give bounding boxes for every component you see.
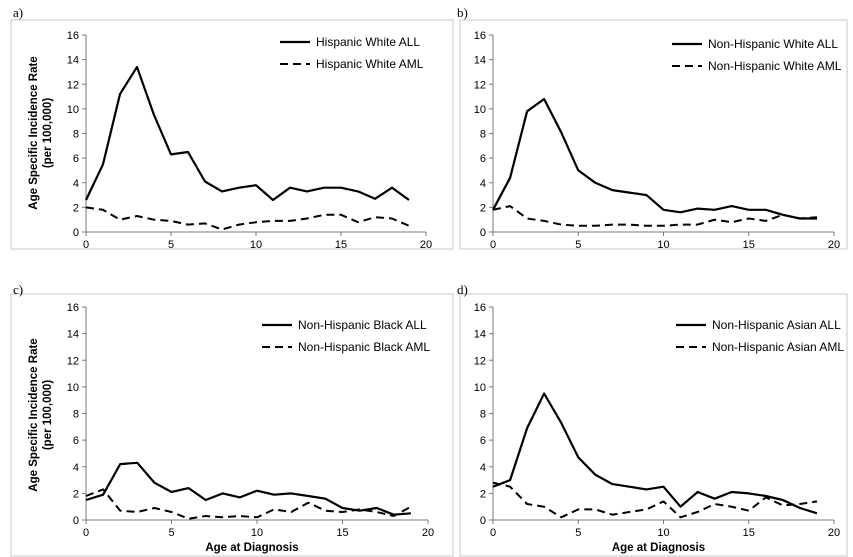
- x-tick-label: 10: [657, 239, 669, 251]
- legend-label: Non-Hispanic Asian AML: [712, 340, 844, 354]
- x-tick-label: 5: [168, 527, 174, 539]
- y-tick-label: 4: [73, 462, 79, 474]
- panel-a: a) 0 2 4 6 8 10 12 14 16 0 5 10 15 20 Age Specific Inci…: [13, 5, 432, 251]
- y-axis-label-unit: (per 100,000): [42, 380, 54, 450]
- y-tick-label: 16: [67, 302, 79, 314]
- y-tick-label: 2: [73, 488, 79, 500]
- y-tick-label: 16: [474, 302, 486, 314]
- panel-label: c): [13, 282, 23, 297]
- x-tick-label: 15: [743, 239, 755, 251]
- y-tick-label: 6: [73, 153, 79, 165]
- panel-label: b): [457, 5, 468, 20]
- y-tick-label: 16: [67, 30, 79, 42]
- x-tick-label: 10: [250, 239, 262, 251]
- y-tick-label: 8: [73, 409, 79, 421]
- y-tick-label: 12: [474, 355, 486, 367]
- y-tick-label: 0: [480, 227, 486, 239]
- y-tick-label: 0: [480, 515, 486, 527]
- series-line-all: [85, 65, 410, 202]
- x-tick-label: 10: [657, 527, 669, 539]
- x-tick-label: 15: [743, 527, 755, 539]
- legend-label: Hispanic White ALL: [316, 35, 420, 49]
- panel-label: a): [13, 5, 23, 20]
- x-tick-label: 20: [420, 239, 432, 251]
- y-axis-label-unit: (per 100,000): [42, 98, 54, 168]
- x-tick-label: 5: [575, 527, 581, 539]
- y-tick-label: 14: [474, 329, 486, 341]
- y-tick-label: 10: [474, 104, 486, 116]
- series-line-all: [85, 461, 411, 516]
- series-line-aml: [492, 481, 818, 519]
- x-tick-label: 20: [422, 527, 434, 539]
- legend-label: Non-Hispanic Asian ALL: [712, 318, 841, 332]
- legend-label: Non-Hispanic White ALL: [708, 37, 838, 51]
- series-line-aml: [85, 206, 410, 231]
- y-tick-label: 4: [480, 462, 486, 474]
- x-tick-label: 15: [336, 527, 348, 539]
- panel-c: c) 0 2 4 6 8 10 12 14 16 0 5 10 15 20 Age Specific Inci…: [13, 282, 434, 554]
- y-tick-label: 2: [73, 202, 79, 214]
- y-tick-label: 16: [474, 30, 486, 42]
- panel-c-frame: [10, 293, 454, 557]
- x-axis-label: Age at Diagnosis: [205, 542, 298, 554]
- y-tick-label: 8: [73, 129, 79, 141]
- y-tick-label: 6: [480, 153, 486, 165]
- x-tick-label: 20: [828, 527, 840, 539]
- y-tick-label: 0: [73, 515, 79, 527]
- y-tick-label: 10: [67, 104, 79, 116]
- x-tick-label: 5: [575, 239, 581, 251]
- y-tick-label: 2: [480, 488, 486, 500]
- legend-label: Non-Hispanic White AML: [708, 59, 842, 73]
- y-axis-label: Age Specific Incidence Rate: [28, 56, 40, 209]
- x-axis-label: Age at Diagnosis: [612, 542, 705, 554]
- y-tick-label: 8: [480, 409, 486, 421]
- legend-label: Non-Hispanic Black ALL: [298, 318, 427, 332]
- panel-d: d) 0 2 4 6 8 10 12 14 16 0 5 10 15 20 Age at Diagnosis N…: [457, 282, 844, 554]
- y-tick-label: 4: [480, 178, 486, 190]
- y-tick-label: 6: [73, 435, 79, 447]
- panel-label: d): [457, 282, 468, 297]
- panel-a-frame: [10, 19, 454, 250]
- series-line-all: [492, 97, 817, 220]
- y-axis-label: Age Specific Incidence Rate: [28, 338, 40, 491]
- x-tick-label: 0: [83, 239, 89, 251]
- x-tick-label: 15: [335, 239, 347, 251]
- y-tick-label: 12: [67, 355, 79, 367]
- x-tick-label: 0: [490, 527, 496, 539]
- x-tick-label: 10: [251, 527, 263, 539]
- y-tick-label: 12: [474, 79, 486, 91]
- x-tick-label: 0: [83, 527, 89, 539]
- x-tick-label: 0: [490, 239, 496, 251]
- panel-b-frame: [459, 19, 848, 250]
- series-line-aml: [85, 488, 412, 520]
- series-line-aml: [492, 205, 818, 227]
- y-tick-label: 10: [67, 382, 79, 394]
- y-tick-label: 0: [73, 227, 79, 239]
- y-tick-label: 12: [67, 79, 79, 91]
- legend-label: Non-Hispanic Black AML: [298, 340, 430, 354]
- panel-d-frame: [459, 293, 848, 557]
- y-tick-label: 14: [67, 329, 79, 341]
- y-tick-label: 14: [67, 55, 79, 67]
- y-tick-label: 14: [474, 55, 486, 67]
- y-tick-label: 8: [480, 129, 486, 141]
- y-tick-label: 2: [480, 202, 486, 214]
- series-line-all: [492, 392, 818, 515]
- x-tick-label: 20: [828, 239, 840, 251]
- y-tick-label: 10: [474, 382, 486, 394]
- x-tick-label: 5: [168, 239, 174, 251]
- y-tick-label: 4: [73, 178, 79, 190]
- y-tick-label: 6: [480, 435, 486, 447]
- legend-label: Hispanic White AML: [316, 57, 424, 71]
- panel-b: b) 0 2 4 6 8 10 12 14 16 0 5 10 15 20 Non-Hispanic Whit…: [457, 5, 842, 251]
